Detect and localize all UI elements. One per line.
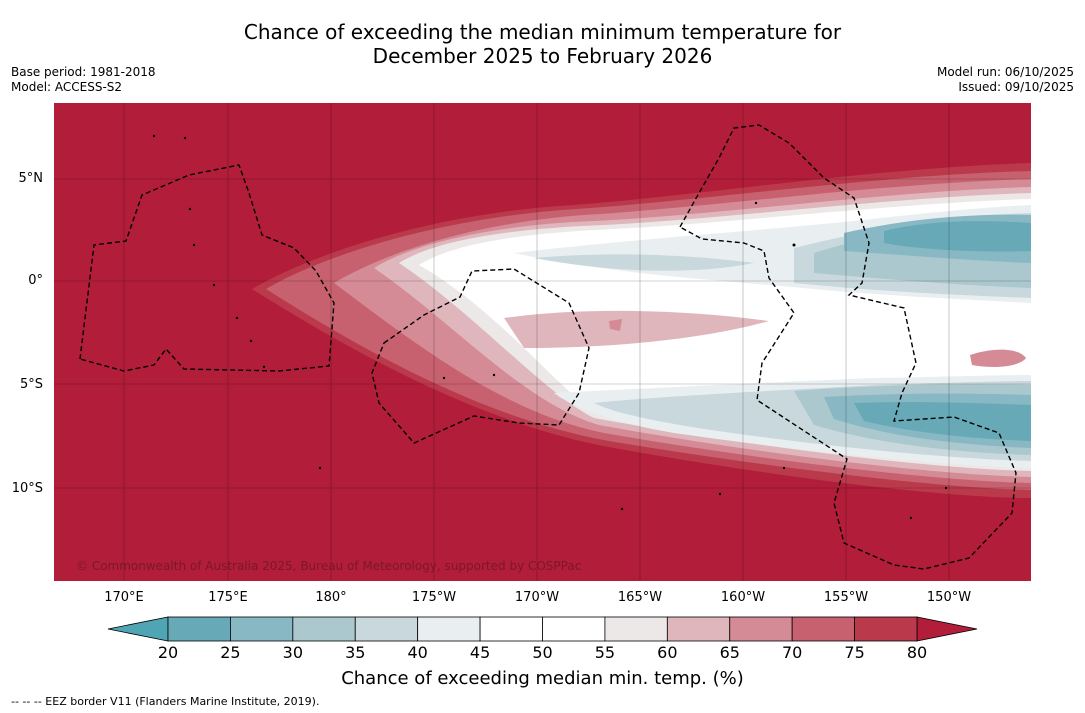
- lon-label-175w: 175°W: [411, 590, 457, 605]
- colorbar-tick-label: 60: [657, 643, 678, 662]
- colorbar-segment: [666, 616, 731, 642]
- base-period: Base period: 1981-2018: [11, 65, 156, 79]
- band-east-65: [970, 349, 1026, 367]
- band-core-65: [609, 319, 622, 331]
- lon-label-180: 180°: [315, 590, 347, 605]
- colorbar-segment: [854, 616, 918, 642]
- map-panel: [54, 103, 1031, 581]
- colorbar-segment: [417, 616, 481, 642]
- band-north-20: [884, 221, 1031, 252]
- colorbar: [107, 616, 978, 642]
- lon-label-160w: 160°W: [720, 590, 766, 605]
- lat-label-10s: 10°S: [11, 481, 43, 496]
- lon-label-175e: 175°E: [208, 590, 248, 605]
- gridlines: [54, 103, 1031, 581]
- colorbar-title: Chance of exceeding median min. temp. (%…: [341, 668, 744, 689]
- map-title: Chance of exceeding the median minimum t…: [0, 20, 1085, 68]
- colorbar-tick-label: 40: [407, 643, 428, 662]
- colorbar-segment: [354, 616, 419, 642]
- lon-label-170w: 170°W: [514, 590, 560, 605]
- colorbar-segment: [230, 616, 294, 642]
- colorbar-tick-label: 55: [594, 643, 616, 662]
- islands: [152, 134, 948, 520]
- eez-tuvalu: [79, 164, 335, 372]
- meta-right: Model run: 06/10/2025 Issued: 09/10/2025: [937, 65, 1074, 95]
- colorbar-tick-label: 65: [719, 643, 740, 662]
- colorbar-segment: [604, 616, 668, 642]
- colorbar-tick-label: 70: [781, 643, 803, 662]
- colorbar-tick-label: 20: [157, 643, 179, 662]
- issued-date: Issued: 09/10/2025: [958, 80, 1074, 94]
- colorbar-tick-label: 30: [282, 643, 303, 662]
- lon-label-155w: 155°W: [823, 590, 869, 605]
- colorbar-segment: [791, 616, 855, 642]
- title-line-1: Chance of exceeding the median minimum t…: [243, 20, 842, 44]
- colorbar-tick-label: 80: [906, 643, 928, 662]
- model-name: Model: ACCESS-S2: [11, 80, 123, 94]
- lon-label-170e: 170°E: [104, 590, 144, 605]
- eez-borders: [79, 124, 1017, 570]
- colorbar-tick-label: 75: [844, 643, 865, 662]
- band-core-60: [504, 310, 769, 348]
- eez-tokelau-samoa: [371, 268, 590, 444]
- colorbar-tick-label: 35: [345, 643, 366, 662]
- lon-label-150w: 150°W: [926, 590, 972, 605]
- colorbar-segments: [167, 616, 918, 642]
- colorbar-over-arrow: [916, 616, 978, 642]
- colorbar-tick-label: 50: [532, 643, 553, 662]
- colorbar-tick-label: 25: [220, 643, 241, 662]
- meta-left: Base period: 1981-2018 Model: ACCESS-S2: [11, 65, 156, 95]
- eez-footnote: -- -- -- EEZ border V11 (Flanders Marine…: [11, 695, 320, 708]
- band-south-20: [854, 402, 1031, 441]
- colorbar-segment: [167, 616, 231, 642]
- model-run: Model run: 06/10/2025: [936, 65, 1074, 79]
- lat-label-0: 0°: [28, 273, 43, 288]
- colorbar-segment: [729, 616, 793, 642]
- lon-label-165w: 165°W: [617, 590, 663, 605]
- colorbar-segment: [292, 616, 356, 642]
- colorbar-under-arrow: [107, 616, 169, 642]
- lat-label-5s: 5°S: [19, 377, 43, 392]
- eez-cooks: [679, 124, 1017, 570]
- title-line-2: December 2025 to February 2026: [372, 44, 713, 68]
- copyright-notice: © Commonwealth of Australia 2025, Bureau…: [76, 559, 582, 573]
- colorbar-segment: [479, 616, 543, 642]
- colorbar-segment: [542, 616, 606, 642]
- colorbar-tick-label: 45: [469, 643, 491, 662]
- lat-label-5n: 5°N: [18, 171, 44, 186]
